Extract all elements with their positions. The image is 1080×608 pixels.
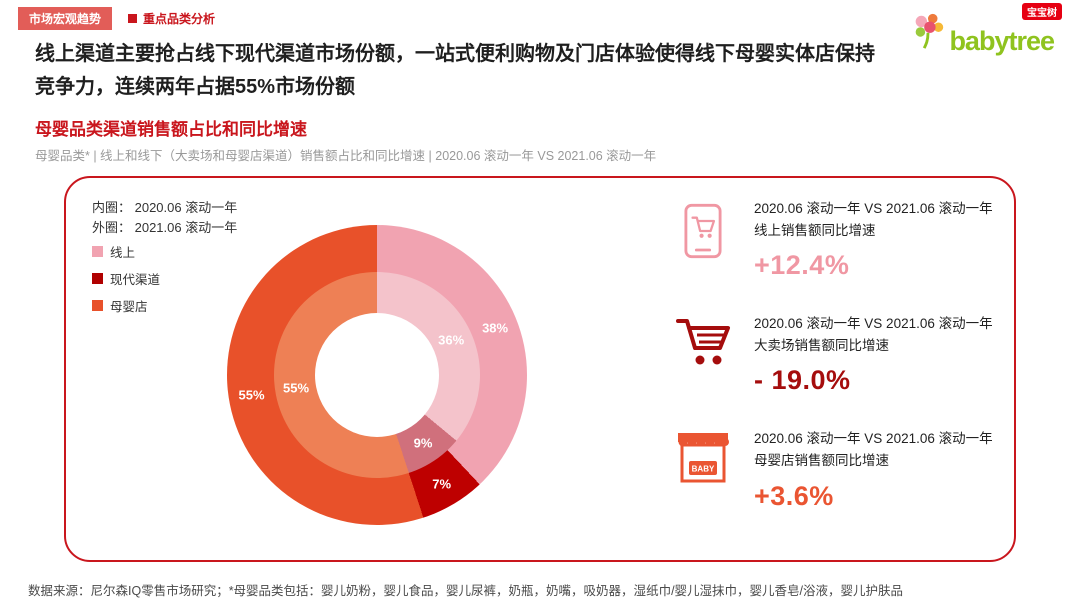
stat-value-baby-store: +3.6% [754,480,834,511]
ring-note-inner: 内圈： 2020.06 滚动一年 [92,200,238,215]
legend-item-online: 线上 [92,242,160,261]
donut-hole [315,313,439,437]
page-title: 线上渠道主要抢占线下现代渠道市场份额，一站式便利购物及门店体验使得线下母婴实体店… [35,43,875,98]
babytree-tree-icon [909,12,947,55]
donut-slice-label: 55% [282,380,310,396]
tab-key-category-analysis[interactable]: 重点品类分析 [128,10,215,27]
donut-slice-label: 38% [482,320,509,336]
donut-slice-label: 9% [413,435,433,451]
stat-text: 2020.06 滚动一年 VS 2021.06 滚动一年 大卖场销售额同比增速 … [754,313,993,396]
stat-hypermarket: 2020.06 滚动一年 VS 2021.06 滚动一年 大卖场销售额同比增速 … [672,313,1012,396]
stat-label: 母婴店销售额同比增速 [754,452,889,468]
logo-wordmark: babytree [949,26,1055,56]
babytree-logo: babytree 宝宝树 [909,3,1062,56]
stat-compare: 2020.06 滚动一年 VS 2021.06 滚动一年 [754,316,993,332]
stat-value-hypermarket: - 19.0% [754,365,851,396]
chart-subheading: 母婴品类* | 线上和线下（大卖场和母婴店渠道）销售额占比和同比增速 | 202… [35,149,657,163]
stat-compare: 2020.06 滚动一年 VS 2021.06 滚动一年 [754,201,993,216]
logo-badge: 宝宝树 [1022,3,1062,20]
legend-label-baby-store: 母婴店 [110,300,148,314]
storefront-icon: BABY [672,428,734,485]
donut-slice-label: 36% [438,332,465,348]
tab-market-macro-trend[interactable]: 市场宏观趋势 [18,7,113,30]
legend-swatch-online [92,246,103,257]
stats-column: 2020.06 滚动一年 VS 2021.06 滚动一年 线上销售额同比增速 +… [672,198,1012,512]
stat-online: 2020.06 滚动一年 VS 2021.06 滚动一年 线上销售额同比增速 +… [672,198,1012,281]
shopping-cart-icon [672,313,734,366]
stat-label: 大卖场销售额同比增速 [754,337,889,353]
legend-label-modern-channel: 现代渠道 [110,273,161,287]
top-nav: 市场宏观趋势 重点品类分析 [18,7,215,30]
phone-cart-icon [672,198,734,261]
ring-note-outer: 外圈： 2021.06 滚动一年 [92,220,238,236]
tab-label: 重点品类分析 [143,12,216,26]
donut-slice-label: 7% [432,476,452,492]
stat-value-online: +12.4% [754,250,850,281]
donut-chart: 38% 7% 55% 36% 9% 55% [227,225,527,525]
legend-swatch-modern-channel [92,273,103,284]
chart-legend: 线上 现代渠道 母婴店 [92,242,160,323]
donut-slice-label: 55% [238,387,265,403]
stat-label: 线上销售额同比增速 [754,222,876,238]
source-note: 数据来源：尼尔森IQ零售市场研究；*母婴品类包括：婴儿奶粉，婴儿食品，婴儿尿裤，… [28,584,904,598]
stat-text: 2020.06 滚动一年 VS 2021.06 滚动一年 线上销售额同比增速 +… [754,198,993,281]
legend-item-baby-store: 母婴店 [92,296,160,315]
tab-bullet-icon [128,14,138,23]
svg-text:BABY: BABY [692,465,715,474]
legend-swatch-baby-store [92,300,103,311]
ring-notes: 内圈： 2020.06 滚动一年 外圈： 2021.06 滚动一年 [92,198,237,238]
chart-card: 内圈： 2020.06 滚动一年 外圈： 2021.06 滚动一年 线上 现代渠… [64,176,1016,562]
stat-compare: 2020.06 滚动一年 VS 2021.06 滚动一年 [754,431,993,447]
stat-text: 2020.06 滚动一年 VS 2021.06 滚动一年 母婴店销售额同比增速 … [754,428,993,511]
legend-item-modern-channel: 现代渠道 [92,269,160,288]
legend-label-online: 线上 [110,246,136,260]
chart-heading: 母婴品类渠道销售额占比和同比增速 [35,120,307,139]
stat-baby-store: BABY 2020.06 滚动一年 VS 2021.06 滚动一年 母婴店销售额… [672,428,1012,511]
